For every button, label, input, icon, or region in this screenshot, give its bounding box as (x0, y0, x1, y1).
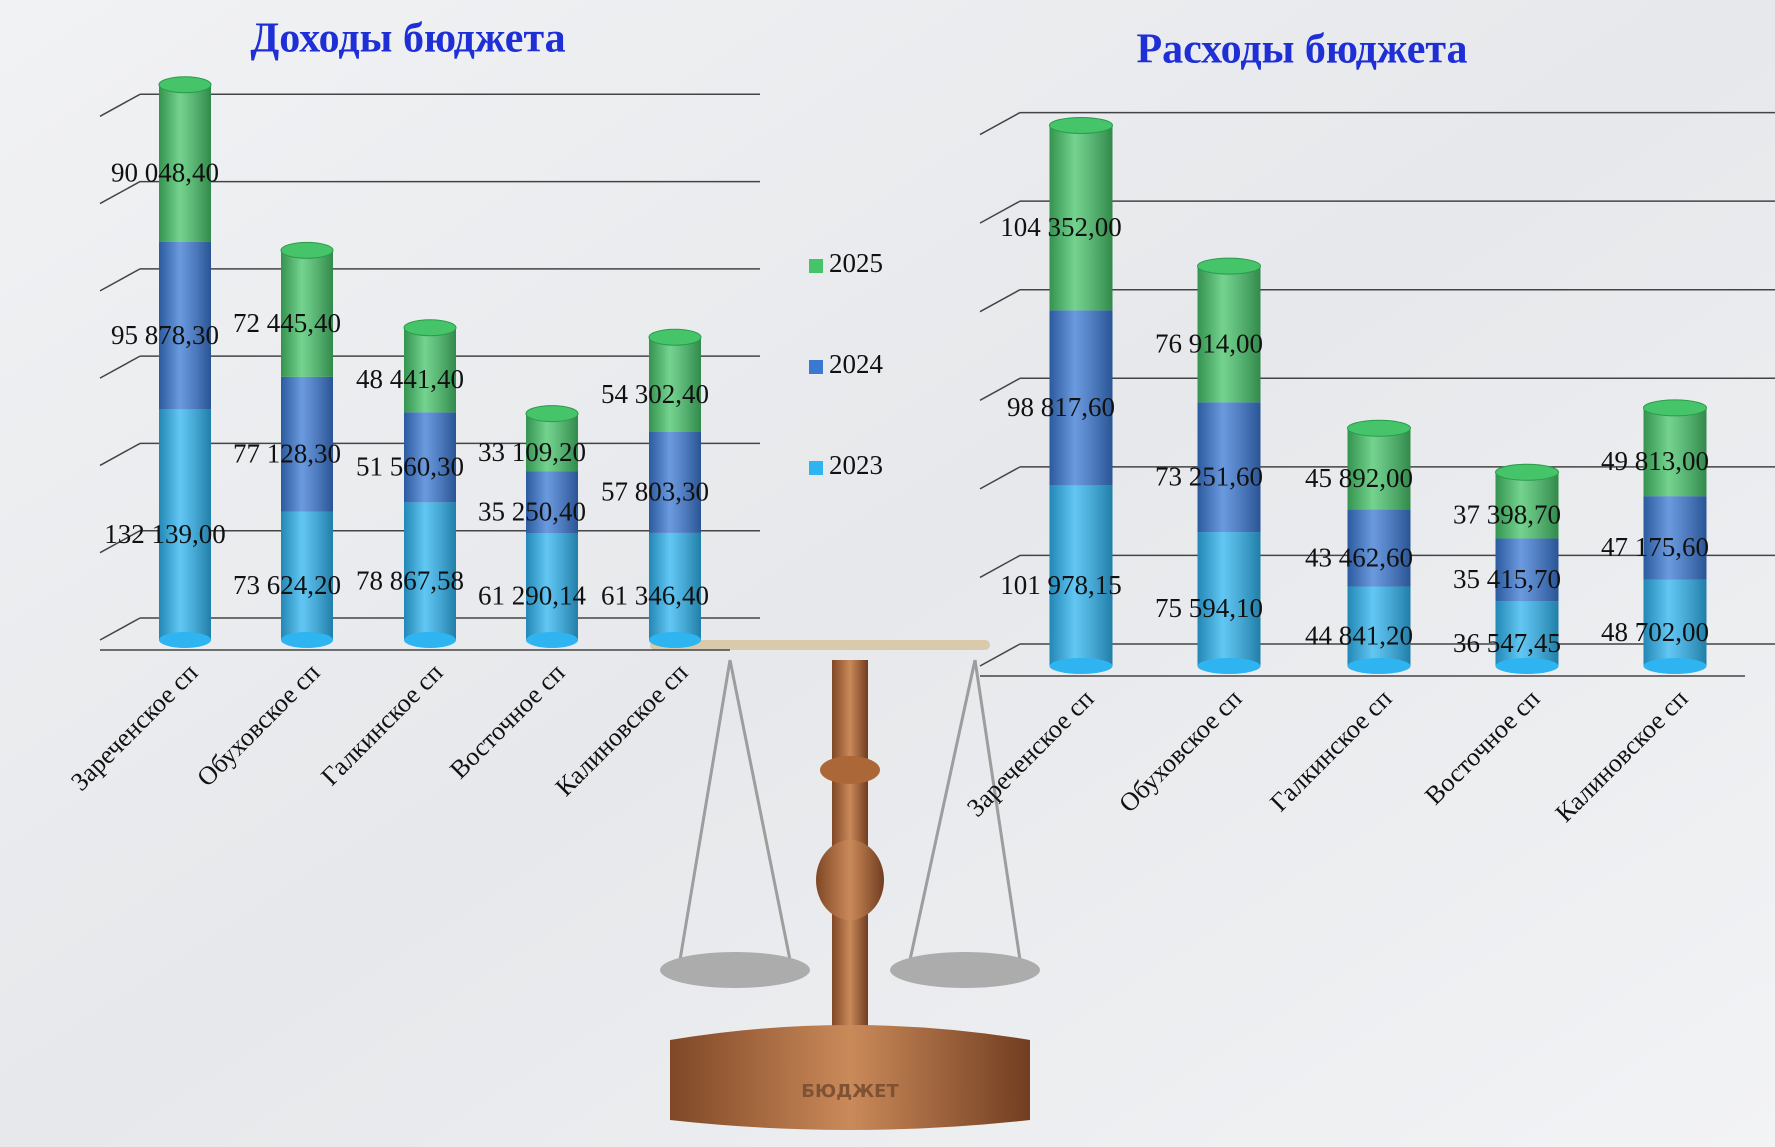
data-label: 48 702,00 (1601, 617, 1709, 647)
bar-bottom (1644, 658, 1707, 674)
data-label: 36 547,45 (1453, 628, 1561, 658)
data-label: 49 813,00 (1601, 446, 1709, 476)
legend-label: 2023 (829, 450, 883, 480)
bar-bottom (281, 632, 333, 648)
data-label: 57 803,30 (601, 477, 709, 507)
legend-swatch (809, 259, 823, 273)
data-label: 90 048,40 (111, 158, 219, 188)
bar-top (1644, 400, 1707, 416)
chart-title: Доходы бюджета (250, 16, 565, 62)
legend-label: 2024 (829, 349, 884, 379)
data-label: 77 128,30 (233, 438, 341, 468)
chart-title: Расходы бюджета (1136, 27, 1467, 73)
bar-bottom (526, 632, 578, 648)
bar-top (1496, 464, 1559, 480)
data-label: 76 914,00 (1155, 328, 1263, 358)
bar-bottom (159, 632, 211, 648)
data-label: 61 290,14 (478, 581, 587, 611)
svg-text:БЮДЖЕТ: БЮДЖЕТ (801, 1081, 899, 1102)
data-label: 61 346,40 (601, 581, 709, 611)
bar-top (1348, 420, 1411, 436)
bar-bottom (649, 632, 701, 648)
data-label: 72 445,40 (233, 308, 341, 338)
data-label: 44 841,20 (1305, 620, 1413, 650)
data-label: 75 594,10 (1155, 593, 1263, 623)
page: БЮДЖЕТ Доходы бюджета Расходы бюджета 13… (0, 0, 1775, 1147)
data-label: 35 415,70 (1453, 564, 1561, 594)
data-label: 51 560,30 (356, 452, 464, 482)
data-label: 132 139,00 (104, 519, 226, 549)
data-label: 33 109,20 (478, 437, 586, 467)
slide: БЮДЖЕТ Доходы бюджета Расходы бюджета 13… (0, 0, 1775, 1147)
data-label: 37 398,70 (1453, 500, 1561, 530)
bar-top (1198, 258, 1261, 274)
data-label: 95 878,30 (111, 320, 219, 350)
data-label: 98 817,60 (1007, 392, 1115, 422)
legend-swatch (809, 461, 823, 475)
bar-bottom (1050, 658, 1113, 674)
data-label: 73 251,60 (1155, 461, 1263, 491)
legend-label: 2025 (829, 248, 883, 278)
bar-bottom (404, 632, 456, 648)
data-label: 43 462,60 (1305, 542, 1413, 572)
bar-bottom (1198, 658, 1261, 674)
bar-top (159, 77, 211, 93)
data-label: 35 250,40 (478, 496, 586, 526)
data-label: 45 892,00 (1305, 463, 1413, 493)
data-label: 47 175,60 (1601, 532, 1709, 562)
bar-top (526, 406, 578, 422)
bar-bottom (1348, 658, 1411, 674)
data-label: 54 302,40 (601, 379, 709, 409)
bar-top (281, 242, 333, 258)
bar-bottom (1496, 658, 1559, 674)
data-label: 48 441,40 (356, 364, 464, 394)
bar-top (1050, 117, 1113, 133)
data-label: 104 352,00 (1000, 212, 1122, 242)
data-label: 73 624,20 (233, 570, 341, 600)
data-label: 101 978,15 (1000, 570, 1122, 600)
legend-swatch (809, 360, 823, 374)
data-label: 78 867,58 (356, 565, 464, 595)
bar-top (404, 320, 456, 336)
bar-top (649, 329, 701, 345)
